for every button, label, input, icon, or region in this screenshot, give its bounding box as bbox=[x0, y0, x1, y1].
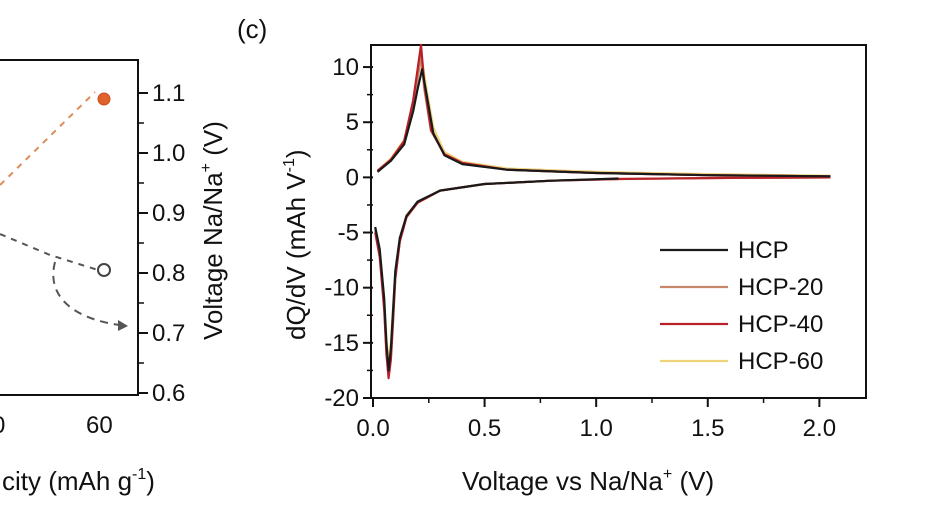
legend: HCP HCP-20 HCP-40 HCP-60 bbox=[660, 237, 823, 375]
y-tick-label: 5 bbox=[346, 109, 359, 136]
left-right-tick-label: 0.6 bbox=[152, 380, 185, 407]
x-tick-label: 2.0 bbox=[803, 415, 836, 442]
right-y-axis-label-close: ) bbox=[281, 149, 311, 158]
left-right-axis-ticks: 0.6 0.7 0.8 0.9 1.0 1.1 bbox=[138, 80, 185, 407]
right-y-axis-label-main: dQ/dV (mAh V bbox=[281, 172, 311, 340]
left-right-tick-label: 1.0 bbox=[152, 140, 185, 167]
left-right-axis-label-main: Voltage Na/Na bbox=[198, 172, 228, 340]
right-series-group bbox=[374, 43, 831, 380]
right-x-axis-label-main: Voltage vs Na/Na bbox=[462, 466, 663, 496]
legend-label-hcp-20: HCP-20 bbox=[738, 274, 823, 301]
left-panel: 0.6 0.7 0.8 0.9 1.0 1.1 0 60 city (mAh g-1) V… bbox=[0, 59, 228, 496]
series-hcp-desorption bbox=[376, 68, 831, 178]
left-x-axis-label: city (mAh g-1) bbox=[2, 466, 155, 496]
legend-label-hcp-40: HCP-40 bbox=[738, 311, 823, 338]
series-hcp-insertion bbox=[374, 177, 619, 372]
left-x-tick-0: 0 bbox=[0, 412, 5, 439]
y-tick-label: -10 bbox=[324, 275, 359, 302]
right-x-axis-label-unit: (V) bbox=[672, 466, 714, 496]
right-x-axis-label-sup: + bbox=[663, 466, 672, 483]
left-right-axis-label-unit: (V) bbox=[198, 121, 228, 163]
left-dashed-line-lower bbox=[0, 233, 99, 271]
left-x-tick-60: 60 bbox=[86, 412, 113, 439]
legend-label-hcp-60: HCP-60 bbox=[738, 348, 823, 375]
x-tick-label: 1.0 bbox=[579, 415, 612, 442]
legend-label-hcp: HCP bbox=[738, 237, 789, 264]
left-x-axis-label-close: ) bbox=[146, 466, 155, 496]
left-point-open bbox=[97, 263, 111, 277]
y-tick-label: -5 bbox=[338, 220, 359, 247]
x-tick-label: 1.5 bbox=[691, 415, 724, 442]
left-x-axis-label-main: city (mAh g bbox=[2, 466, 132, 496]
left-x-axis-label-sup: -1 bbox=[132, 466, 146, 483]
x-tick-label: 0.0 bbox=[356, 415, 389, 442]
y-tick-label: 0 bbox=[346, 164, 359, 191]
x-tick-label: 0.5 bbox=[468, 415, 501, 442]
y-tick-label: -20 bbox=[324, 385, 359, 412]
left-right-axis-label: Voltage Na/Na+ (V) bbox=[198, 121, 228, 340]
y-tick-label: 10 bbox=[332, 54, 359, 81]
left-dashed-line-upper bbox=[0, 91, 96, 186]
right-plot-frame bbox=[370, 44, 867, 399]
series-hcp-20-desorption bbox=[376, 54, 831, 178]
left-point-filled bbox=[97, 92, 111, 106]
right-y-axis-label: dQ/dV (mAh V-1) bbox=[281, 149, 311, 340]
left-right-axis-label-sup: + bbox=[198, 163, 215, 172]
panel-label-c: (c) bbox=[237, 14, 267, 44]
right-x-axis-label: Voltage vs Na/Na+ (V) bbox=[462, 466, 714, 496]
left-right-tick-label: 1.1 bbox=[152, 80, 185, 107]
left-arrow-head bbox=[118, 320, 128, 331]
left-plot-frame bbox=[0, 59, 139, 396]
right-axis-ticks: 0.0 0.5 1.0 1.5 2.0 -20 -15 -10 -5 0 5 10 bbox=[324, 54, 836, 442]
y-tick-label: -15 bbox=[324, 330, 359, 357]
left-dashed-arrow-curve bbox=[52, 261, 121, 326]
left-right-tick-label: 0.7 bbox=[152, 320, 185, 347]
series-hcp-60-desorption bbox=[376, 60, 831, 177]
left-right-tick-label: 0.8 bbox=[152, 260, 185, 287]
right-panel-c: (c) 0.0 0.5 1.0 1.5 2.0 -20 -15 -10 -5 0 5 10 Volta… bbox=[237, 14, 867, 496]
right-y-axis-label-sup: -1 bbox=[281, 158, 298, 172]
left-right-tick-label: 0.9 bbox=[152, 200, 185, 227]
